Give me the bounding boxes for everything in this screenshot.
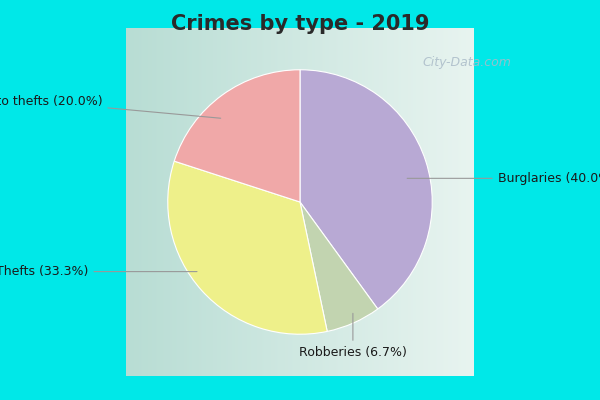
Text: Robberies (6.7%): Robberies (6.7%)	[299, 313, 407, 359]
Text: Thefts (33.3%): Thefts (33.3%)	[0, 265, 197, 278]
Text: Burglaries (40.0%): Burglaries (40.0%)	[407, 172, 600, 185]
Wedge shape	[168, 161, 327, 334]
Wedge shape	[300, 70, 432, 309]
Wedge shape	[174, 70, 300, 202]
Text: City-Data.com: City-Data.com	[423, 56, 512, 69]
Wedge shape	[300, 202, 378, 332]
Text: Crimes by type - 2019: Crimes by type - 2019	[171, 14, 429, 34]
Text: Auto thefts (20.0%): Auto thefts (20.0%)	[0, 95, 221, 118]
